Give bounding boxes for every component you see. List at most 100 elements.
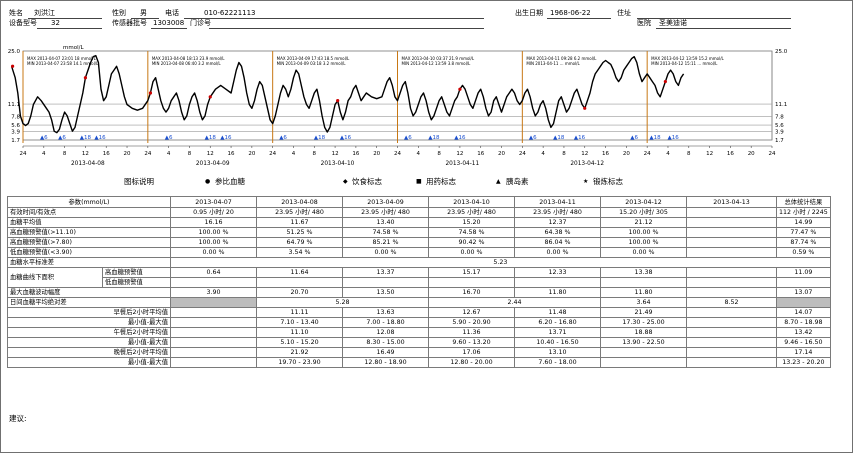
x-tick-label: 16 bbox=[477, 151, 484, 157]
table-row: 高血糖预警值(>7.80) 100.00 % 64.79 % 85.21 % 90.42… bbox=[7, 237, 831, 248]
date-header: 2013-04-08 bbox=[256, 196, 343, 208]
table-cell: 86.04 % bbox=[514, 237, 601, 248]
table-row: 最小值-最大值 19.70 - 23.90 12.80 - 18.90 12.80 -… bbox=[7, 357, 831, 368]
table-cell bbox=[686, 307, 777, 318]
table-cell: 5.90 - 20.90 bbox=[428, 317, 515, 328]
table-cell: 16.49 bbox=[342, 347, 429, 358]
meal-range-label: 最小值-最大值 bbox=[7, 357, 171, 368]
x-tick-label: 16 bbox=[727, 151, 734, 157]
table-cell: 8.70 - 18.98 bbox=[776, 317, 831, 328]
table-cell: 16.16 bbox=[170, 217, 257, 228]
date-header: 2013-04-12 bbox=[600, 196, 687, 208]
name-field-underline bbox=[28, 9, 102, 19]
y-tick-label-right: 25.0 bbox=[775, 49, 788, 55]
table-cell: 51.25 % bbox=[256, 227, 343, 238]
statistics-table: 参数(mmol/L) 2013-04-07 2013-04-08 2013-04… bbox=[7, 196, 831, 368]
table-row: 血糖曲线下面积 高血糖预警值 0.64 11.64 13.37 15.17 12… bbox=[7, 267, 831, 288]
table-cell: 23.95 小时/ 480 bbox=[256, 207, 343, 218]
legend-medication-label: 用药标志 bbox=[426, 177, 456, 186]
table-cell: 90.42 % bbox=[428, 237, 515, 248]
sensor-value: 1303008 bbox=[153, 19, 185, 27]
y-tick-label-right: 5.6 bbox=[775, 123, 784, 129]
table-cell: 13.10 bbox=[514, 347, 601, 358]
table-row: 早餐后2小时平均值 11.11 13.63 12.67 11.48 21.49 14.07 bbox=[7, 307, 831, 318]
insulin-marker: ▲16 bbox=[94, 135, 106, 141]
x-tick-label: 20 bbox=[124, 151, 131, 157]
day-label: 2013-04-09 bbox=[196, 161, 230, 167]
x-tick-label: 20 bbox=[373, 151, 380, 157]
table-cell: 2.44 bbox=[428, 297, 601, 308]
day-label: 2013-04-08 bbox=[71, 161, 105, 167]
sensor-label: 传感器批号 bbox=[112, 19, 147, 27]
table-row: 午餐后2小时平均值 11.10 12.08 11.36 13.71 18.88 13.42 bbox=[7, 327, 831, 338]
table-cell: 11.67 bbox=[256, 217, 343, 228]
table-cell: 13.63 bbox=[342, 307, 429, 318]
insulin-marker: ▲6 bbox=[165, 135, 173, 141]
table-cell: 12.80 - 20.00 bbox=[428, 357, 515, 368]
table-cell: 64.79 % bbox=[256, 237, 343, 248]
row-label: 高血糖预警值(>11.10) bbox=[7, 227, 171, 238]
daily-max-note: MAX 2013-04-07 23:01 18 mmol/L bbox=[27, 56, 97, 61]
x-tick-label: 24 bbox=[519, 151, 526, 157]
x-tick-label: 24 bbox=[394, 151, 401, 157]
x-tick-label: 20 bbox=[748, 151, 755, 157]
device-value: 32 bbox=[51, 19, 60, 27]
table-cell bbox=[686, 337, 777, 348]
table-cell bbox=[686, 317, 777, 328]
insulin-marker: ▲6 bbox=[529, 135, 537, 141]
table-cell: 0.64 bbox=[170, 267, 257, 278]
x-tick-label: 8 bbox=[63, 151, 67, 157]
table-cell: 0.00 % bbox=[170, 247, 257, 258]
fingerstick-point bbox=[208, 95, 212, 99]
x-tick-label: 12 bbox=[207, 151, 214, 157]
table-cell: 77.47 % bbox=[776, 227, 831, 238]
x-tick-label: 12 bbox=[332, 151, 339, 157]
x-tick-label: 16 bbox=[352, 151, 359, 157]
table-cell: 0.00 % bbox=[514, 247, 601, 258]
table-cell: 11.10 bbox=[256, 327, 343, 338]
insulin-marker: ▲6 bbox=[630, 135, 638, 141]
table-cell: 14.99 bbox=[776, 217, 831, 228]
insulin-marker: ▲18 bbox=[649, 135, 661, 141]
fingerstick-point bbox=[458, 87, 462, 91]
daily-min-note: MIN 2013-04-12 13:59 3.8 mmol/L bbox=[402, 61, 472, 66]
table-cell: 5.28 bbox=[256, 297, 429, 308]
table-row: 晚餐后2小时平均值 21.92 16.49 17.06 13.10 17.14 bbox=[7, 347, 831, 358]
address-label: 住址 bbox=[617, 9, 631, 17]
table-cell bbox=[170, 277, 257, 288]
daily-min-note: MIN 2013-04-07 23:58 14.1 mmol/L bbox=[27, 61, 99, 66]
table-cell bbox=[170, 307, 257, 318]
meal-range-label: 最小值-最大值 bbox=[7, 317, 171, 328]
y-tick-label: 25.0 bbox=[8, 49, 21, 55]
table-cell: 12.08 bbox=[342, 327, 429, 338]
sensor-field-underline bbox=[151, 19, 187, 29]
table-cell bbox=[686, 347, 777, 358]
table-header-row: 参数(mmol/L) 2013-04-07 2013-04-08 2013-04… bbox=[7, 196, 831, 208]
x-tick-label: 20 bbox=[498, 151, 505, 157]
table-cell: 11.48 bbox=[514, 307, 601, 318]
table-cell bbox=[686, 227, 777, 238]
table-cell bbox=[256, 277, 343, 288]
name-value: 刘洪江 bbox=[34, 9, 55, 17]
table-cell: 19.70 - 23.90 bbox=[256, 357, 343, 368]
y-tick-label: 3.9 bbox=[11, 130, 20, 136]
y-tick-label-right: 7.8 bbox=[775, 115, 784, 121]
x-tick-label: 24 bbox=[269, 151, 276, 157]
daily-min-note: MIN 2013-04-09 03:18 3.2 mmol/L bbox=[277, 61, 347, 66]
legend-meal-label: 饮食标志 bbox=[352, 177, 382, 186]
phone-label: 电话 bbox=[165, 9, 179, 17]
legend-fingerstick-label: 参比血糖 bbox=[215, 177, 245, 186]
x-tick-label: 16 bbox=[103, 151, 110, 157]
x-tick-label: 4 bbox=[42, 151, 46, 157]
doctor-value: 圣美迪诺 bbox=[659, 19, 687, 27]
table-cell: 13.07 bbox=[776, 287, 831, 298]
table-row: 低血糖预警值 bbox=[8, 277, 831, 288]
y-tick-label-right: 11.1 bbox=[775, 102, 787, 108]
x-tick-label: 12 bbox=[706, 151, 713, 157]
table-cell-shaded bbox=[776, 297, 831, 308]
day-label: 2013-04-11 bbox=[445, 161, 479, 167]
table-cell: 112 小时 / 2245 bbox=[776, 207, 831, 218]
table-cell: 13.40 bbox=[342, 217, 429, 228]
table-cell: 21.12 bbox=[600, 217, 687, 228]
device-label: 设备型号 bbox=[9, 19, 37, 27]
